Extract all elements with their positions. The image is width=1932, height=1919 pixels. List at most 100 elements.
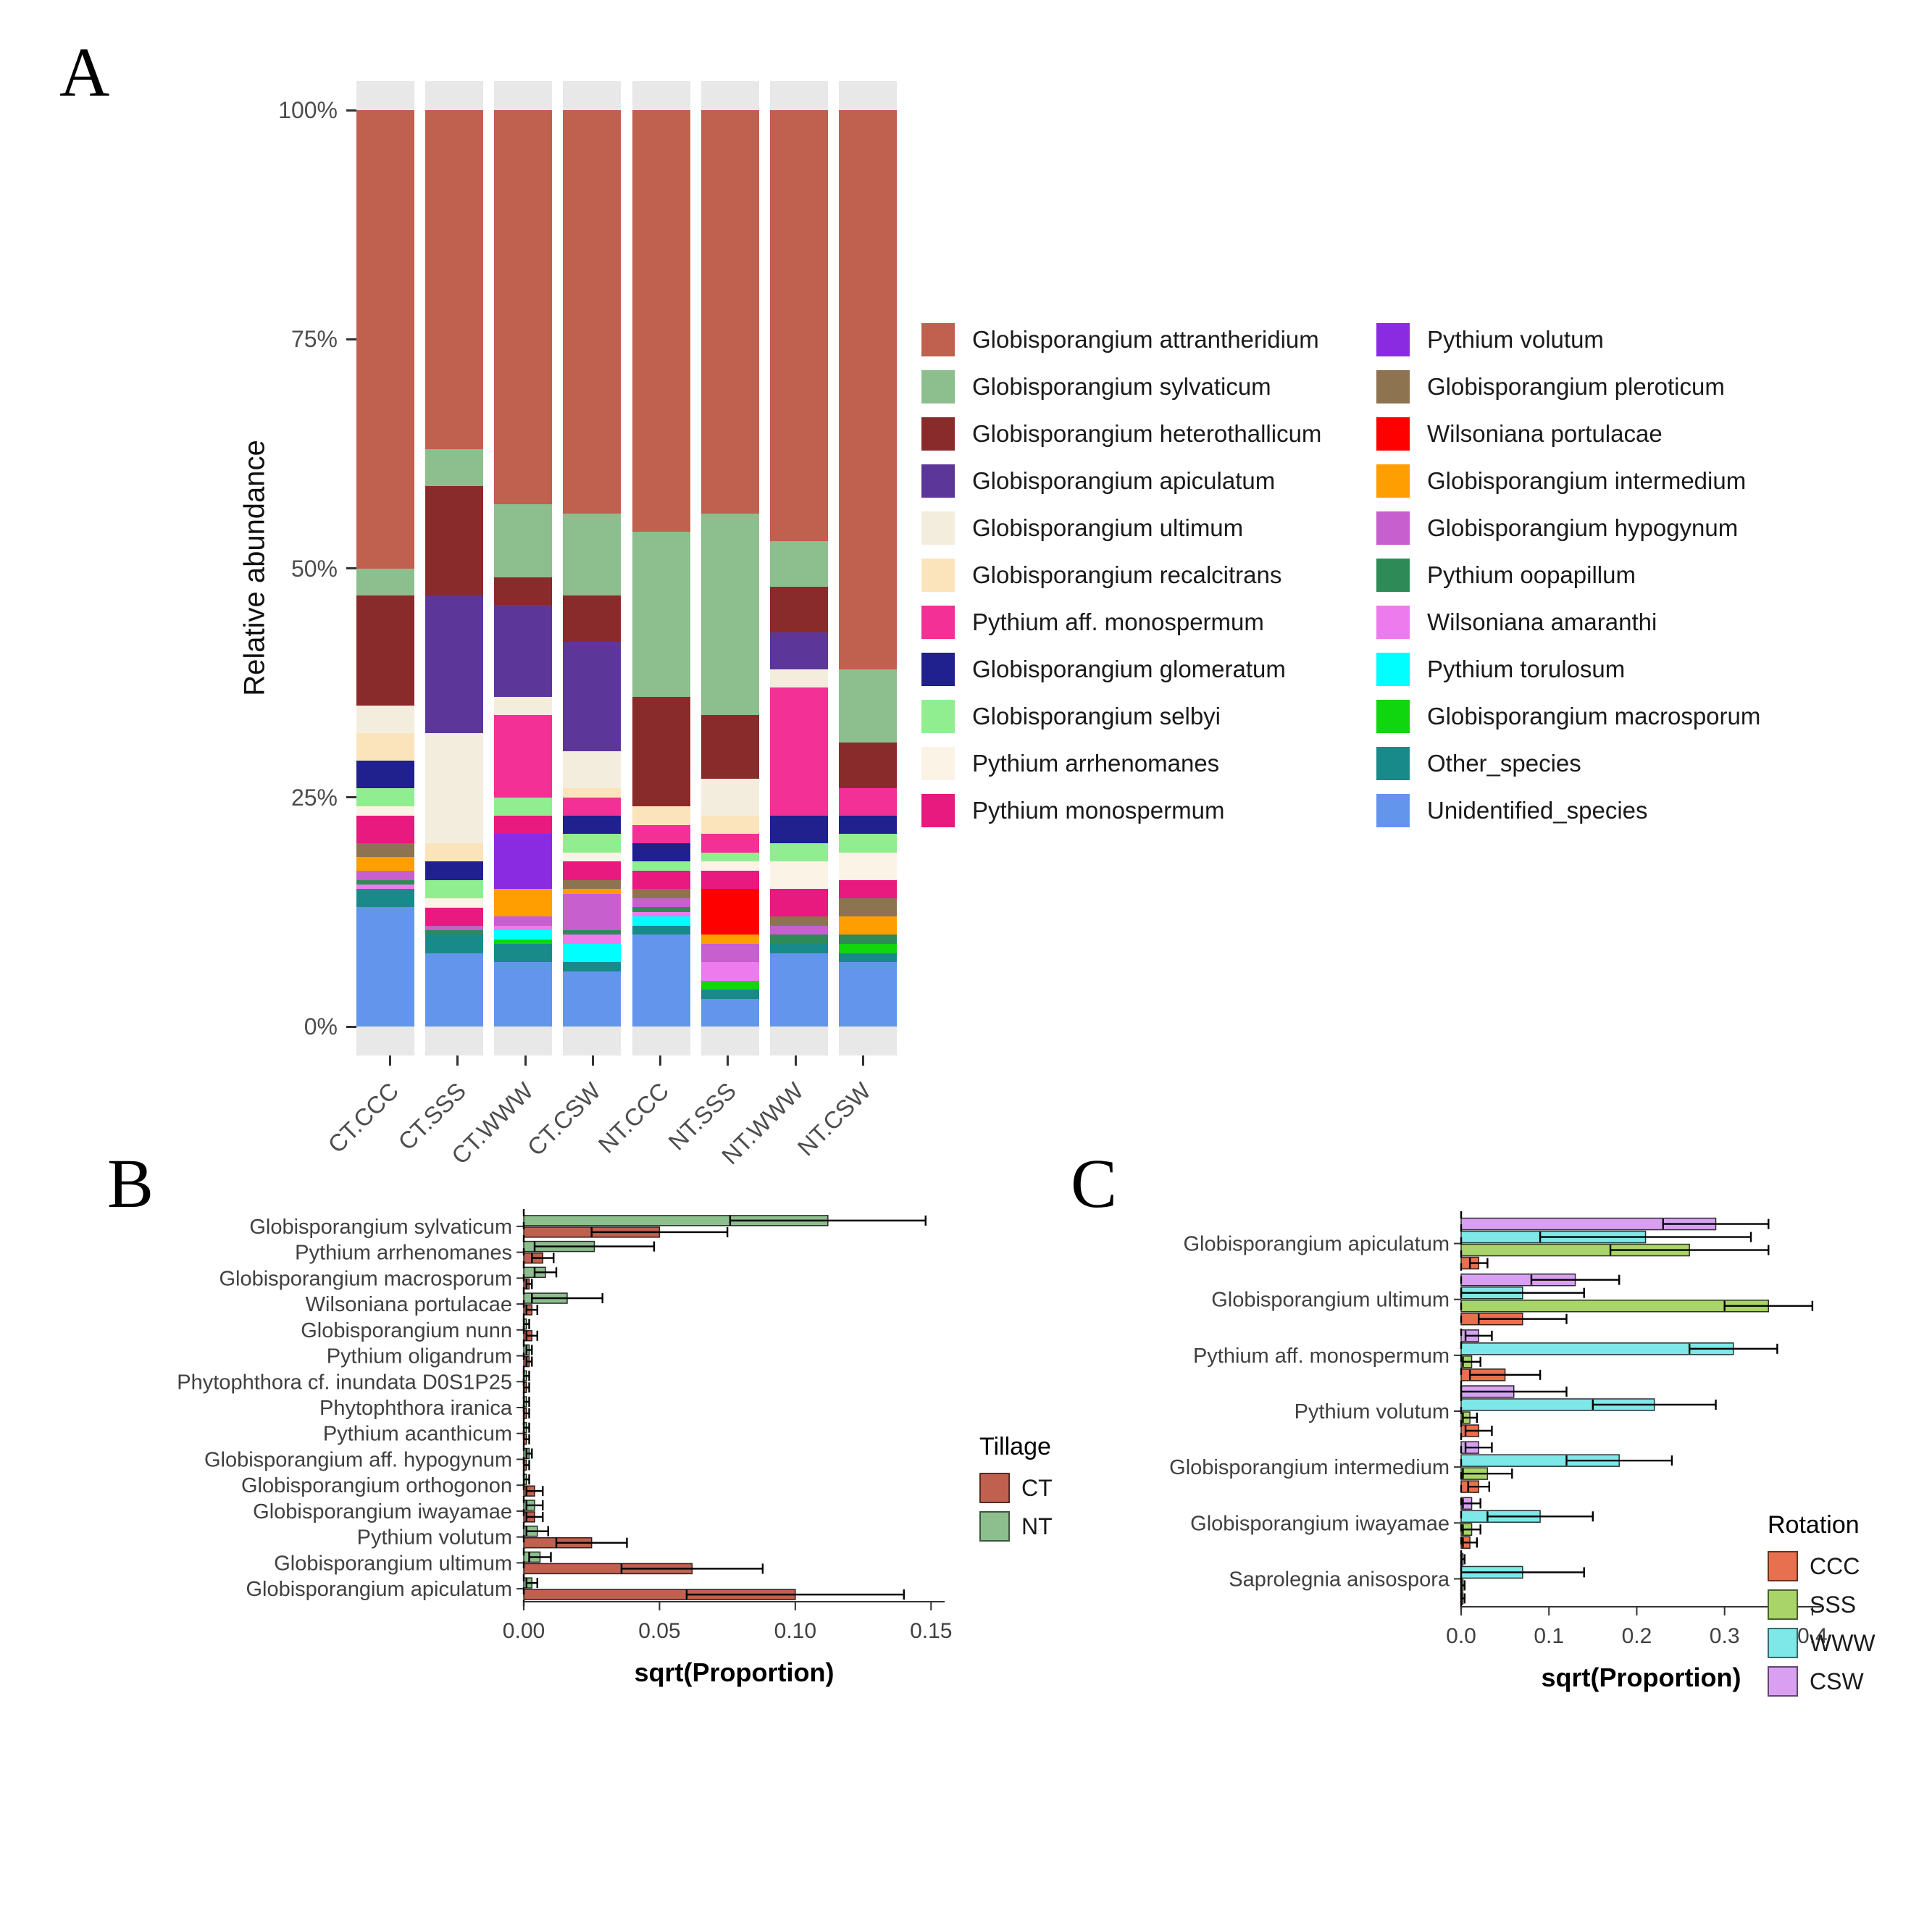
y-tick-label: 25%: [290, 784, 338, 811]
species-legend: Globisporangium attrantheridium Globispor…: [921, 316, 1760, 834]
x-tick-mark: [659, 1055, 662, 1066]
legend-swatch: [1376, 369, 1410, 404]
x-tick-label: 0.3: [1710, 1624, 1740, 1648]
legend-swatch: [1768, 1666, 1798, 1697]
y-axis: 0% 25% 50% 75% 100%: [233, 81, 356, 1055]
legend-label: Globisporangium macrosporum: [1427, 702, 1761, 729]
legend-label: Globisporangium apiculatum: [972, 467, 1276, 494]
bar-segment: [425, 935, 484, 953]
legend-item: Wilsoniana amaranthi: [1376, 598, 1760, 645]
legend-item: CSW: [1768, 1666, 1875, 1697]
x-tick-label: 0.2: [1622, 1624, 1652, 1648]
bar-segment: [494, 110, 553, 504]
legend-swatch: [921, 464, 955, 498]
stacked-bar: [632, 110, 690, 1027]
legend-item: Pythium oopapillum: [1376, 551, 1760, 598]
legend-swatch: [1376, 417, 1410, 451]
panel-b-label: B: [107, 1145, 154, 1222]
bar-segment: [769, 925, 828, 935]
legend-swatch: [1376, 605, 1410, 639]
stack-column: [838, 81, 897, 1055]
stack-column: [494, 81, 553, 1055]
bar-segment: [356, 706, 414, 734]
bar-segment: [356, 761, 414, 789]
bar-segment: [838, 110, 897, 669]
x-tick-label: 0.10: [774, 1619, 816, 1643]
bar-segment: [838, 953, 897, 963]
stack-column: [425, 81, 484, 1055]
bar-segment: [701, 998, 759, 1027]
y-tick-label: 100%: [278, 97, 338, 123]
bar-segment: [494, 962, 553, 1027]
legend-swatch: [921, 699, 955, 733]
legend-swatch: [921, 558, 955, 592]
legend-item: Globisporangium recalcitrans: [921, 551, 1376, 598]
legend-label: SSS: [1810, 1591, 1857, 1618]
legend-swatch: [1768, 1628, 1798, 1658]
bar-segment: [769, 586, 828, 633]
legend-label: Globisporangium selbyi: [972, 702, 1221, 729]
bar-segment: [632, 898, 690, 908]
bar-segment: [769, 935, 828, 945]
bar-segment: [769, 669, 828, 687]
category-label: Globisporangium sylvaticum: [249, 1216, 512, 1239]
stacked-bar: [563, 110, 622, 1027]
panel-c-label: C: [1071, 1145, 1118, 1222]
bar-segment: [838, 879, 897, 898]
category-label: Pythium volutum: [357, 1526, 512, 1550]
bar-segment: [701, 834, 759, 853]
legend-label: CCC: [1810, 1552, 1860, 1579]
legend-swatch: [921, 793, 955, 827]
bar-segment: [769, 540, 828, 587]
bar-segment: [494, 930, 553, 940]
legend-item: Globisporangium heterothallicum: [921, 410, 1376, 457]
bar-segment: [356, 907, 414, 1027]
bar-segment: [632, 806, 690, 825]
legend-label: Globisporangium hypogynum: [1427, 514, 1739, 541]
bar-segment: [838, 669, 897, 743]
legend-item: Globisporangium intermedium: [1376, 457, 1760, 504]
bar-segment: [356, 595, 414, 706]
bar-segment: [632, 843, 690, 862]
legend-label: CT: [1021, 1474, 1053, 1501]
category-label: Globisporangium macrosporum: [219, 1267, 512, 1290]
legend-item: Pythium volutum: [1376, 316, 1760, 363]
legend-swatch: [921, 511, 955, 545]
legend-label: Globisporangium glomeratum: [972, 655, 1286, 682]
x-tick-label: 0.00: [503, 1619, 545, 1643]
category-label: Pythium aff. monospermum: [1193, 1345, 1450, 1368]
legend-swatch: [1768, 1551, 1798, 1581]
y-tick-mark: [346, 338, 356, 340]
legend-swatch: [1376, 511, 1410, 545]
bar-segment: [838, 816, 897, 835]
legend-column: Pythium volutum Globisporangium pleroticu…: [1376, 316, 1760, 834]
category-label: Pythium oligandrum: [327, 1345, 512, 1368]
bar-segment: [701, 980, 759, 990]
category-label: Globisporangium ultimum: [274, 1552, 512, 1575]
bar-segment: [701, 935, 759, 945]
category-label: Pythium acanthicum: [323, 1423, 512, 1446]
legend-item: Globisporangium sylvaticum: [921, 363, 1376, 410]
bar-segment: [494, 816, 553, 835]
bar-segment: [701, 513, 759, 715]
bar: [1460, 1299, 1770, 1313]
bar-segment: [425, 879, 484, 898]
bar-segment: [701, 779, 759, 816]
legend-label: Globisporangium intermedium: [1427, 467, 1747, 494]
category-label: Pythium volutum: [1295, 1400, 1450, 1423]
bar-segment: [563, 944, 622, 963]
legend-item: Globisporangium apiculatum: [921, 457, 1376, 504]
stacked-bar: [425, 110, 484, 1027]
bar-segment: [769, 632, 828, 669]
bar-segment: [769, 110, 828, 541]
legend-swatch: [921, 369, 955, 404]
legend-item: WWW: [1768, 1628, 1875, 1658]
legend-swatch: [921, 605, 955, 639]
legend-item: NT: [979, 1511, 1053, 1542]
legend-label: Wilsoniana amaranthi: [1427, 608, 1657, 635]
bar-segment: [838, 944, 897, 953]
bar-segment: [425, 907, 484, 926]
stack-column: [632, 81, 690, 1055]
bar-segment: [838, 788, 897, 816]
bar-segment: [563, 889, 622, 894]
